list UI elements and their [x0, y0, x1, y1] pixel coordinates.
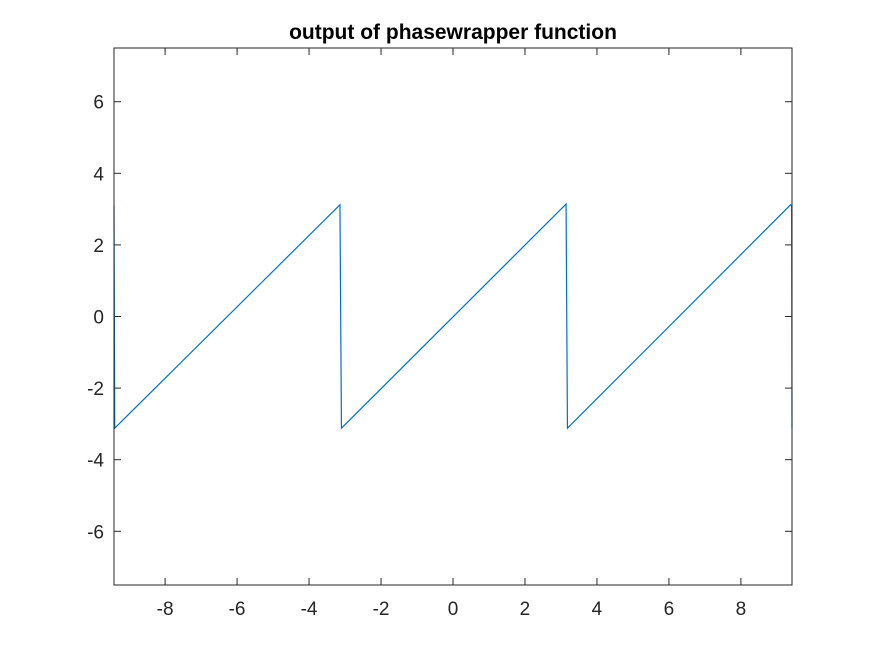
x-tick-label: -6 — [229, 599, 246, 620]
y-tick-label: -4 — [87, 451, 104, 472]
y-tick-label: 2 — [93, 236, 104, 257]
axes-box — [113, 47, 793, 586]
series-line — [113, 202, 793, 430]
x-tick-label: 0 — [448, 599, 459, 620]
x-tick-label: -4 — [301, 599, 318, 620]
x-tick-label: 2 — [520, 599, 531, 620]
y-tick-label: -6 — [87, 522, 104, 543]
x-tick-label: 6 — [664, 599, 675, 620]
x-tick-label: 8 — [736, 599, 747, 620]
x-tick-label: 4 — [592, 599, 603, 620]
y-tick-label: 6 — [93, 93, 104, 114]
y-tick-label: 0 — [93, 308, 104, 329]
x-tick-label: -2 — [373, 599, 390, 620]
y-tick-label: 4 — [93, 164, 104, 185]
x-tick-label: -8 — [157, 599, 174, 620]
chart-title: output of phasewrapper function — [289, 21, 617, 44]
y-tick-label: -2 — [87, 379, 104, 400]
